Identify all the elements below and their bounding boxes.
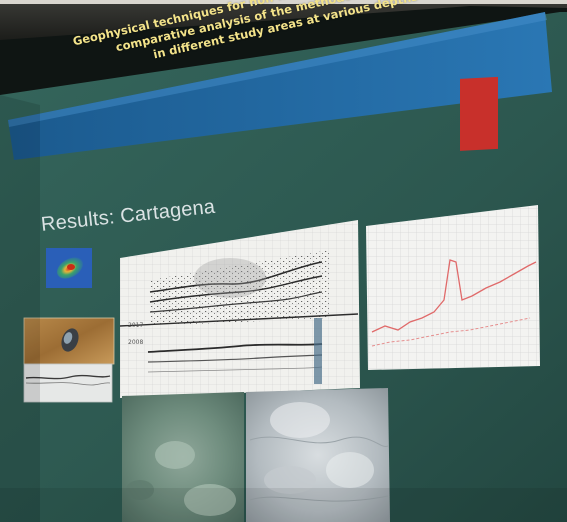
seismic-profile-panel <box>119 220 360 398</box>
small-seismic-thumbnail <box>23 363 113 403</box>
title-band <box>8 12 552 160</box>
accent-square <box>460 76 498 151</box>
green-seafloor-mosaic <box>122 392 244 522</box>
ceiling <box>0 0 567 40</box>
magnetometer-panel <box>366 205 540 370</box>
gray-seafloor-mosaic <box>246 388 390 522</box>
sidescan-thumbnail <box>23 317 115 365</box>
bathymetry-thumbnail <box>46 248 92 288</box>
